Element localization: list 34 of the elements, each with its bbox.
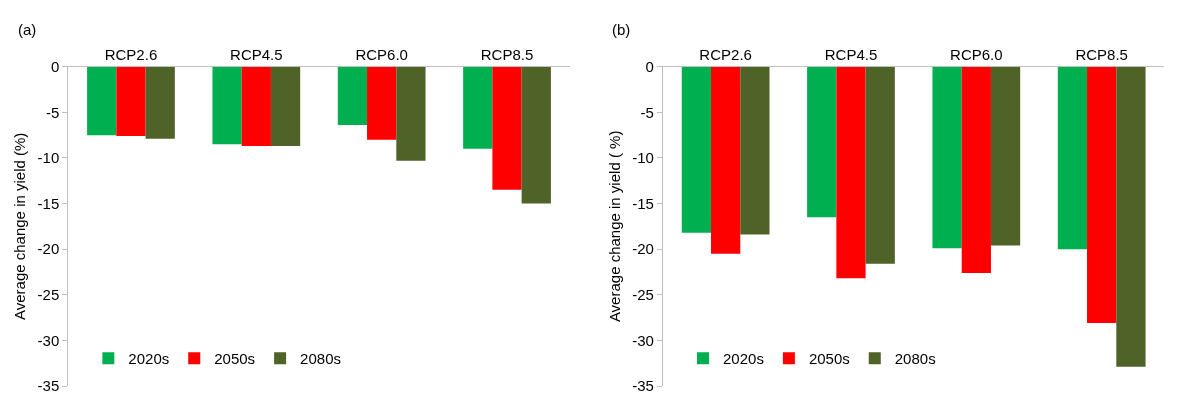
legend-label: 2050s [214, 350, 256, 368]
y-tick-label: -10 [632, 149, 654, 167]
y-tick-label: -5 [45, 103, 60, 121]
y-tick-label: -30 [632, 331, 654, 349]
x-tick-label: RCP8.5 [1075, 45, 1128, 63]
x-tick-label: RCP6.0 [950, 45, 1003, 63]
y-tick-label: -30 [37, 331, 60, 349]
y-axis-title: Average change in yield ( %) [605, 130, 623, 323]
chart-title: (b) [612, 21, 631, 38]
y-tick-label: -15 [37, 194, 60, 212]
y-tick-label: -25 [632, 286, 654, 304]
y-tick-label: -35 [632, 377, 654, 395]
legend-label: 2020s [723, 350, 764, 368]
y-tick-label: -20 [37, 240, 60, 258]
legend-label: 2020s [128, 350, 170, 368]
legend-label: 2050s [808, 350, 850, 368]
x-tick-label: RCP4.5 [824, 45, 878, 63]
chart-title: (a) [18, 21, 37, 38]
y-tick-label: 0 [50, 57, 60, 75]
x-tick-label: RCP2.6 [104, 45, 158, 63]
x-tick-label: RCP4.5 [230, 45, 283, 63]
y-tick-label: -20 [632, 240, 654, 258]
y-tick-label: -35 [37, 377, 60, 395]
legend-label: 2080s [300, 350, 341, 368]
y-tick-label: -25 [37, 286, 60, 304]
x-tick-label: RCP6.0 [355, 45, 408, 63]
y-tick-label: -15 [632, 194, 654, 212]
y-tick-label: 0 [645, 57, 654, 75]
y-tick-label: -10 [37, 149, 60, 167]
legend-label: 2080s [894, 350, 936, 368]
y-tick-label: -5 [640, 103, 654, 121]
x-tick-label: RCP8.5 [480, 45, 534, 63]
y-axis-title: Average change in yield (%) [10, 132, 28, 321]
x-tick-label: RCP2.6 [699, 45, 752, 63]
